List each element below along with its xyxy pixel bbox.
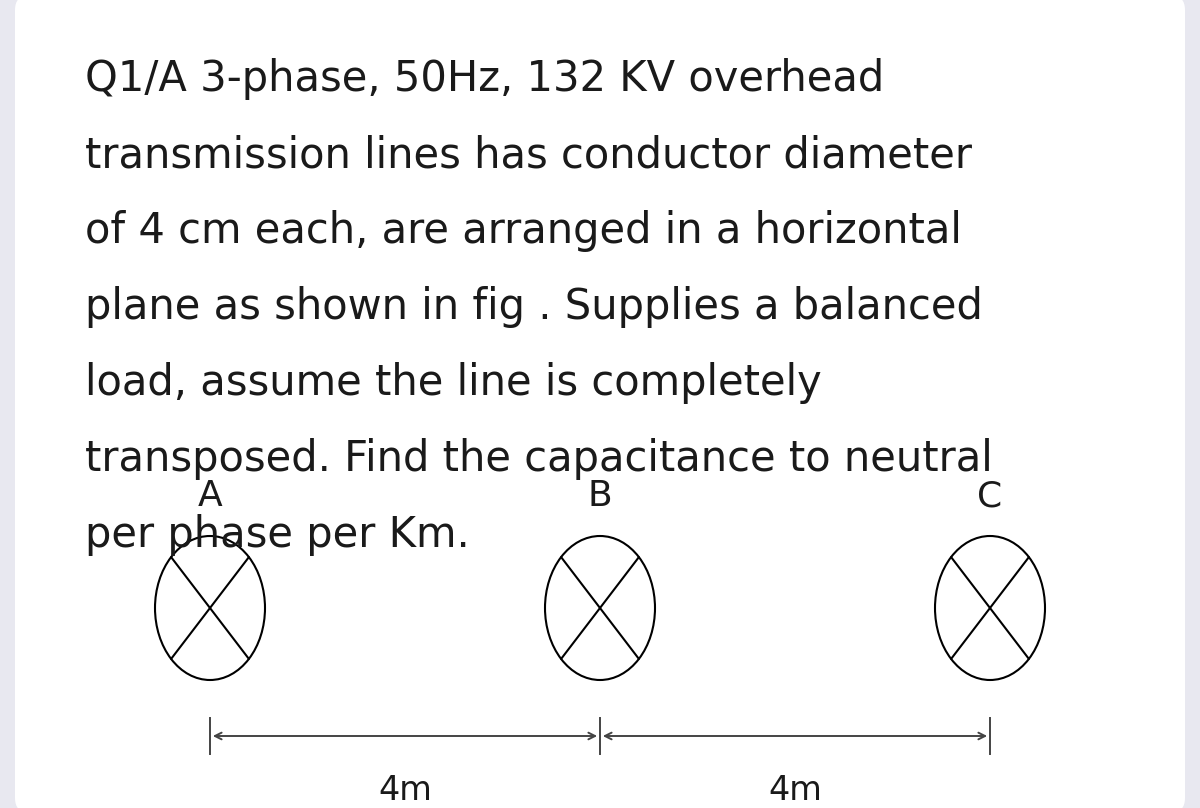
Text: transposed. Find the capacitance to neutral: transposed. Find the capacitance to neut… bbox=[85, 438, 992, 480]
Text: 4m: 4m bbox=[768, 774, 822, 807]
Text: per phase per Km.: per phase per Km. bbox=[85, 514, 469, 556]
FancyBboxPatch shape bbox=[14, 0, 1186, 808]
Text: B: B bbox=[588, 479, 612, 514]
Text: Q1/A 3-phase, 50Hz, 132 KV overhead: Q1/A 3-phase, 50Hz, 132 KV overhead bbox=[85, 58, 884, 100]
Text: C: C bbox=[977, 479, 1003, 514]
Text: load, assume the line is completely: load, assume the line is completely bbox=[85, 362, 822, 404]
Text: 4m: 4m bbox=[378, 774, 432, 807]
Text: transmission lines has conductor diameter: transmission lines has conductor diamete… bbox=[85, 134, 972, 176]
Text: A: A bbox=[198, 479, 222, 514]
Text: of 4 cm each, are arranged in a horizontal: of 4 cm each, are arranged in a horizont… bbox=[85, 210, 962, 252]
Text: plane as shown in fig . Supplies a balanced: plane as shown in fig . Supplies a balan… bbox=[85, 286, 983, 328]
